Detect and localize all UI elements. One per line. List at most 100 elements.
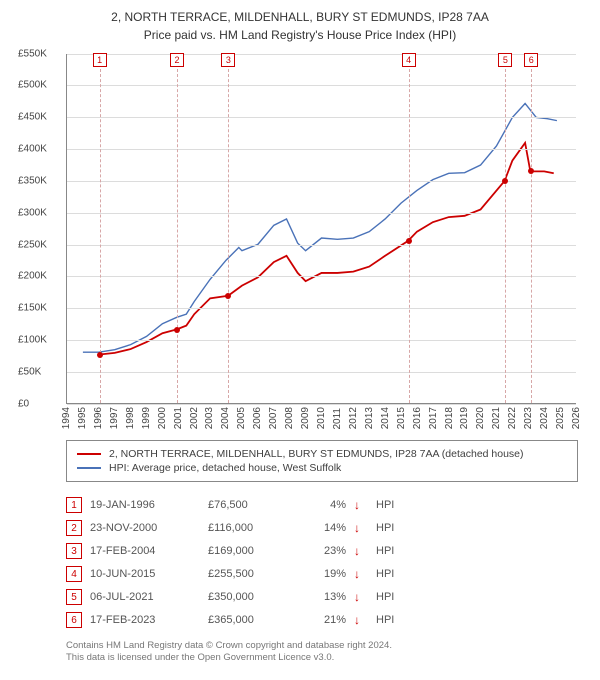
legend-label-hpi: HPI: Average price, detached house, West… <box>109 462 341 474</box>
sale-hpi-tag: HPI <box>376 545 394 557</box>
x-axis-label: 2019 <box>459 407 470 429</box>
chart-subtitle: Price paid vs. HM Land Registry's House … <box>18 28 582 42</box>
y-axis-label: £500K <box>18 80 47 91</box>
sale-price: £350,000 <box>208 591 293 603</box>
plot-region: 123456 <box>66 54 576 404</box>
data-note-line1: Contains HM Land Registry data © Crown c… <box>66 640 578 652</box>
y-axis-label: £550K <box>18 48 47 59</box>
legend-row-property: 2, NORTH TERRACE, MILDENHALL, BURY ST ED… <box>77 447 567 461</box>
y-axis-label: £400K <box>18 144 47 155</box>
x-axis-label: 2005 <box>236 407 247 429</box>
sale-row: 617-FEB-2023£365,00021%↓HPI <box>66 609 578 632</box>
sale-point <box>174 327 180 333</box>
x-axis-label: 2006 <box>252 407 263 429</box>
arrow-down-icon: ↓ <box>354 544 368 558</box>
gridline-h <box>67 308 576 309</box>
sale-price: £116,000 <box>208 522 293 534</box>
y-axis-label: £50K <box>18 366 41 377</box>
x-axis-label: 2002 <box>189 407 200 429</box>
y-axis-label: £150K <box>18 303 47 314</box>
y-axis-label: £350K <box>18 175 47 186</box>
gridline-h <box>67 149 576 150</box>
x-axis-label: 2023 <box>523 407 534 429</box>
sale-hpi-tag: HPI <box>376 499 394 511</box>
arrow-down-icon: ↓ <box>354 567 368 581</box>
sale-index-box: 6 <box>66 612 82 628</box>
x-axis-label: 2009 <box>300 407 311 429</box>
x-axis-label: 2011 <box>332 408 343 430</box>
sale-date: 17-FEB-2023 <box>90 614 200 626</box>
sale-dash <box>177 54 178 403</box>
x-axis-label: 2018 <box>444 407 455 429</box>
sale-row: 506-JUL-2021£350,00013%↓HPI <box>66 586 578 609</box>
sale-point <box>502 178 508 184</box>
y-axis-label: £450K <box>18 112 47 123</box>
y-axis-label: £100K <box>18 334 47 345</box>
gridline-h <box>67 181 576 182</box>
arrow-down-icon: ↓ <box>354 498 368 512</box>
x-axis-label: 1998 <box>125 407 136 429</box>
sale-point <box>406 238 412 244</box>
sale-date: 23-NOV-2000 <box>90 522 200 534</box>
sale-pct: 21% <box>301 614 346 626</box>
x-axis-label: 1997 <box>109 407 120 429</box>
gridline-h <box>67 340 576 341</box>
x-axis-label: 2015 <box>396 407 407 429</box>
arrow-down-icon: ↓ <box>354 613 368 627</box>
sale-row: 119-JAN-1996£76,5004%↓HPI <box>66 494 578 517</box>
sale-index-box: 2 <box>66 520 82 536</box>
sale-index-box: 1 <box>66 497 82 513</box>
x-axis-label: 2020 <box>475 407 486 429</box>
legend-label-property: 2, NORTH TERRACE, MILDENHALL, BURY ST ED… <box>109 448 524 460</box>
sale-pct: 23% <box>301 545 346 557</box>
sales-table: 119-JAN-1996£76,5004%↓HPI223-NOV-2000£11… <box>66 494 578 632</box>
legend-row-hpi: HPI: Average price, detached house, West… <box>77 461 567 475</box>
sale-marker: 3 <box>221 53 235 67</box>
sale-date: 17-FEB-2004 <box>90 545 200 557</box>
sale-pct: 4% <box>301 499 346 511</box>
x-axis-label: 1995 <box>77 407 88 429</box>
gridline-h <box>67 85 576 86</box>
x-axis-label: 2024 <box>539 407 550 429</box>
x-axis-label: 2008 <box>284 407 295 429</box>
y-axis-label: £300K <box>18 207 47 218</box>
sale-pct: 19% <box>301 568 346 580</box>
sale-row: 317-FEB-2004£169,00023%↓HPI <box>66 540 578 563</box>
sale-point <box>97 352 103 358</box>
y-axis-label: £0 <box>18 398 29 409</box>
gridline-h <box>67 276 576 277</box>
x-axis-label: 2013 <box>364 407 375 429</box>
sale-row: 223-NOV-2000£116,00014%↓HPI <box>66 517 578 540</box>
sale-dash <box>409 54 410 403</box>
y-axis-label: £250K <box>18 239 47 250</box>
sale-date: 19-JAN-1996 <box>90 499 200 511</box>
x-axis-label: 2007 <box>268 407 279 429</box>
sale-index-box: 3 <box>66 543 82 559</box>
gridline-h <box>67 117 576 118</box>
sale-price: £365,000 <box>208 614 293 626</box>
sale-marker: 4 <box>402 53 416 67</box>
sale-dash <box>505 54 506 403</box>
chart-title: 2, NORTH TERRACE, MILDENHALL, BURY ST ED… <box>18 10 582 26</box>
legend-swatch-red <box>77 453 101 455</box>
sale-pct: 14% <box>301 522 346 534</box>
legend-swatch-blue <box>77 467 101 469</box>
sale-marker: 5 <box>498 53 512 67</box>
x-axis-label: 1996 <box>93 407 104 429</box>
x-axis-label: 1999 <box>141 407 152 429</box>
sale-index-box: 4 <box>66 566 82 582</box>
sale-dash <box>100 54 101 403</box>
sale-row: 410-JUN-2015£255,50019%↓HPI <box>66 563 578 586</box>
sale-hpi-tag: HPI <box>376 522 394 534</box>
x-axis-label: 2022 <box>507 407 518 429</box>
sale-dash <box>531 54 532 403</box>
x-axis-label: 2004 <box>220 407 231 429</box>
sale-hpi-tag: HPI <box>376 568 394 580</box>
chart-area: 123456 £0£50K£100K£150K£200K£250K£300K£3… <box>18 50 582 430</box>
arrow-down-icon: ↓ <box>354 590 368 604</box>
x-axis-label: 2000 <box>157 407 168 429</box>
sale-marker: 6 <box>524 53 538 67</box>
sale-point <box>528 168 534 174</box>
x-axis-label: 2003 <box>204 407 215 429</box>
x-axis-label: 1994 <box>61 407 72 429</box>
